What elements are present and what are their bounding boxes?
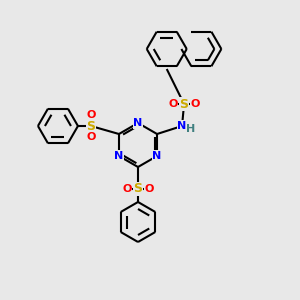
Text: O: O <box>86 132 96 142</box>
Text: N: N <box>177 121 187 131</box>
Text: O: O <box>168 99 178 109</box>
Text: O: O <box>122 184 132 194</box>
Text: O: O <box>144 184 154 194</box>
Text: S: S <box>134 182 142 196</box>
Text: N: N <box>114 151 124 161</box>
Text: H: H <box>186 124 196 134</box>
Text: S: S <box>180 98 189 110</box>
Text: N: N <box>152 151 162 161</box>
Text: O: O <box>86 110 96 120</box>
Text: S: S <box>86 119 95 133</box>
Text: O: O <box>190 99 200 109</box>
Text: N: N <box>134 118 142 128</box>
